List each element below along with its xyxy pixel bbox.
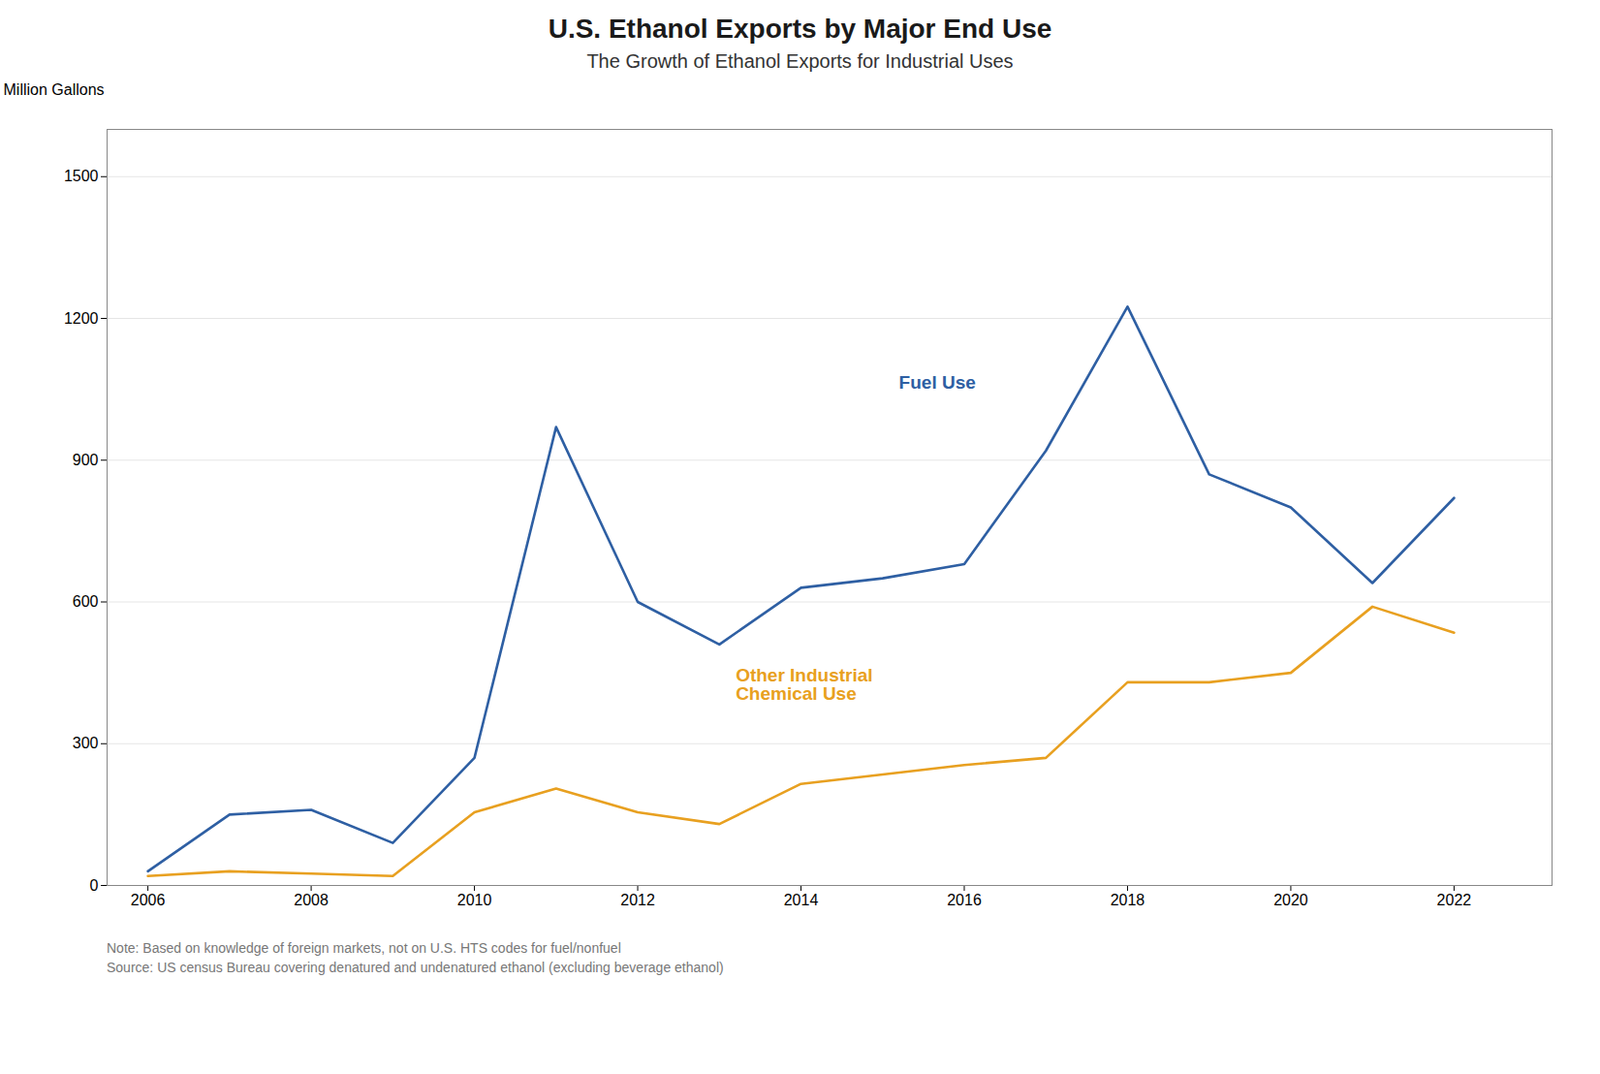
html-text:U.S. Ethanol Exports by Major: U.S. Ethanol Exports by Major End Use: [548, 13, 1052, 44]
svg-text:2010: 2010: [457, 891, 493, 909]
svg-text:Other IndustrialChemical Use: Other IndustrialChemical Use: [735, 664, 873, 704]
svg-text:Million Gallons: Million Gallons: [3, 81, 105, 98]
svg-text:300: 300: [72, 734, 99, 752]
svg-text:2006: 2006: [130, 891, 166, 909]
svg-text:1500: 1500: [63, 167, 99, 185]
svg-text:2020: 2020: [1273, 891, 1309, 909]
svg-text:600: 600: [72, 593, 99, 610]
svg-text:2012: 2012: [620, 891, 656, 909]
svg-text:2016: 2016: [946, 891, 982, 909]
html-text:Source: US census Bureau cover: Source: US census Bureau covering denatu…: [106, 959, 724, 975]
html-text:The Growth of Ethanol Exports: The Growth of Ethanol Exports for Indust…: [586, 50, 1014, 72]
svg-text:900: 900: [72, 451, 99, 469]
svg-text:2008: 2008: [293, 891, 329, 909]
svg-text:2018: 2018: [1110, 891, 1146, 909]
svg-text:2014: 2014: [784, 891, 819, 909]
svg-text:0: 0: [90, 877, 99, 894]
html-text:Note: Based on knowledge of fo: Note: Based on knowledge of foreign mark…: [106, 940, 622, 956]
svg-text:2022: 2022: [1437, 891, 1473, 909]
svg-text:1200: 1200: [63, 310, 99, 327]
svg-text:Fuel Use: Fuel Use: [899, 371, 976, 392]
